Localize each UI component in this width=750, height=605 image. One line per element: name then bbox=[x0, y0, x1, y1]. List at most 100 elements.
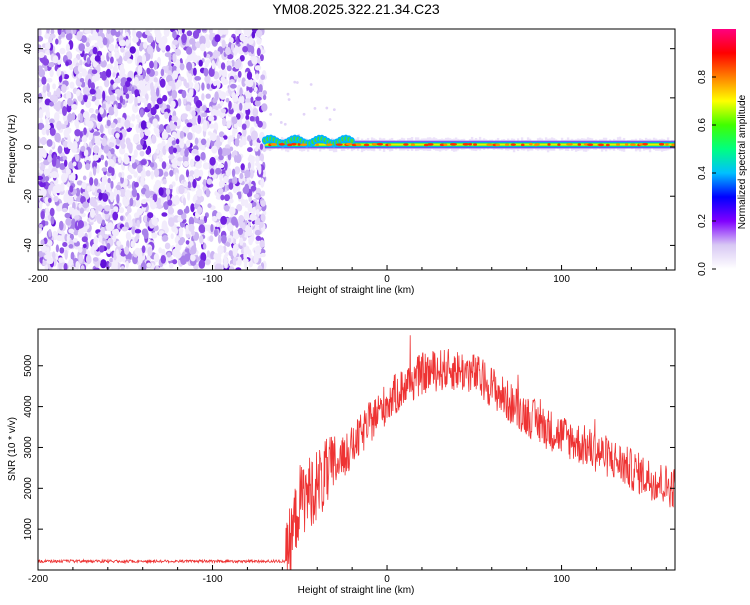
noise-speckle bbox=[140, 261, 147, 270]
noise-speckle bbox=[257, 265, 263, 270]
noise-speckle bbox=[173, 147, 177, 154]
noise-speckle bbox=[198, 219, 205, 225]
noise-speckle bbox=[216, 211, 222, 220]
noise-speckle bbox=[102, 193, 109, 202]
noise-speckle bbox=[191, 110, 196, 118]
noise-speckle bbox=[181, 33, 187, 44]
stray-speckle bbox=[295, 81, 299, 84]
noise-speckle bbox=[52, 55, 59, 64]
noise-speckle bbox=[211, 59, 216, 70]
noise-speckle bbox=[181, 29, 185, 34]
x-tick-label: 100 bbox=[553, 274, 570, 285]
signal-peak bbox=[547, 143, 551, 146]
noise-speckle bbox=[46, 246, 50, 257]
noise-speckle bbox=[175, 172, 179, 182]
noise-speckle bbox=[107, 114, 112, 122]
noise-speckle bbox=[89, 196, 96, 207]
noise-speckle bbox=[94, 55, 101, 62]
noise-speckle bbox=[147, 45, 154, 55]
x-tick-label: -100 bbox=[203, 574, 223, 585]
noise-speckle bbox=[78, 43, 85, 52]
noise-speckle bbox=[70, 251, 75, 261]
signal-peak bbox=[630, 143, 636, 146]
noise-speckle bbox=[247, 249, 252, 257]
noise-speckle bbox=[46, 83, 50, 93]
noise-speckle bbox=[218, 163, 225, 169]
noise-speckle bbox=[47, 91, 52, 98]
noise-speckle bbox=[190, 254, 196, 262]
noise-speckle bbox=[246, 29, 251, 37]
noise-speckle bbox=[198, 259, 206, 269]
noise-speckle bbox=[50, 29, 55, 35]
noise-speckle bbox=[124, 246, 130, 255]
noise-speckle bbox=[225, 46, 231, 56]
snr-frame bbox=[37, 328, 676, 571]
noise-speckle bbox=[236, 113, 241, 120]
noise-speckle bbox=[81, 69, 88, 77]
noise-speckle bbox=[65, 217, 72, 226]
noise-speckle bbox=[70, 172, 76, 182]
noise-speckle bbox=[251, 130, 258, 140]
noise-speckle bbox=[93, 131, 101, 136]
noise-speckle bbox=[179, 130, 184, 139]
noise-speckle bbox=[188, 176, 194, 183]
noise-speckle bbox=[223, 205, 231, 212]
noise-speckle bbox=[54, 132, 61, 143]
noise-speckle bbox=[122, 196, 127, 206]
noise-speckle bbox=[208, 29, 213, 34]
noise-speckle bbox=[140, 159, 147, 166]
noise-speckle bbox=[106, 63, 113, 70]
noise-speckle bbox=[52, 251, 56, 260]
noise-speckle bbox=[260, 153, 264, 162]
noise-speckle bbox=[175, 243, 180, 250]
noise-speckle bbox=[227, 135, 234, 143]
noise-speckle bbox=[234, 166, 241, 175]
noise-speckle bbox=[178, 184, 185, 195]
noise-speckle bbox=[72, 29, 77, 35]
noise-speckle bbox=[239, 141, 243, 147]
noise-speckle bbox=[68, 244, 74, 249]
noise-speckle bbox=[101, 70, 108, 81]
noise-speckle bbox=[139, 108, 144, 118]
noise-speckle bbox=[200, 138, 207, 146]
noise-speckle bbox=[228, 100, 232, 110]
noise-speckle bbox=[96, 213, 102, 220]
y-tick-label: 4000 bbox=[23, 395, 34, 418]
noise-speckle bbox=[243, 102, 250, 111]
colorbar-tick-label: 0.4 bbox=[697, 166, 708, 180]
noise-speckle bbox=[254, 245, 262, 255]
noise-speckle bbox=[134, 247, 141, 255]
noise-speckle bbox=[240, 163, 245, 171]
noise-speckle bbox=[172, 39, 179, 45]
noise-speckle bbox=[111, 263, 116, 270]
noise-speckle bbox=[215, 135, 220, 143]
noise-speckle bbox=[113, 104, 117, 114]
noise-speckle bbox=[223, 267, 230, 270]
signal-peak bbox=[326, 143, 333, 147]
stray-speckle bbox=[332, 108, 336, 112]
stray-speckle bbox=[283, 122, 287, 126]
colorbar: 0.0 0.2 0.4 0.6 0.8 Normalized spectral ampl… bbox=[697, 29, 748, 276]
noise-speckle bbox=[120, 117, 126, 127]
noise-speckle bbox=[214, 34, 221, 43]
noise-speckle bbox=[248, 154, 253, 163]
noise-speckle bbox=[237, 118, 243, 128]
noise-speckle bbox=[187, 181, 192, 189]
noise-speckle bbox=[108, 262, 112, 267]
noise-speckle bbox=[255, 115, 260, 125]
noise-speckle bbox=[60, 182, 65, 192]
noise-speckle bbox=[88, 107, 94, 114]
noise-speckle bbox=[44, 176, 50, 182]
noise-speckle bbox=[65, 29, 71, 34]
y-tick-label: 3000 bbox=[23, 436, 34, 459]
noise-speckle bbox=[185, 104, 192, 112]
noise-speckle bbox=[256, 164, 262, 171]
noise-speckle bbox=[151, 134, 157, 144]
noise-speckle bbox=[209, 168, 215, 176]
noise-speckle bbox=[226, 120, 232, 129]
noise-speckle bbox=[96, 164, 100, 174]
noise-speckle bbox=[250, 45, 255, 55]
noise-speckle bbox=[59, 220, 64, 231]
noise-speckle bbox=[258, 84, 263, 93]
